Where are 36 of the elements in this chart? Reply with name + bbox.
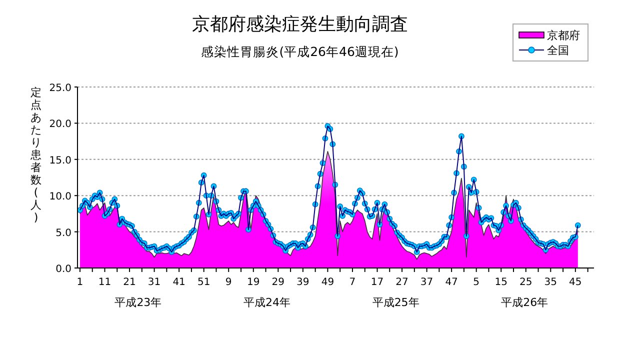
x-tick-label: 39 xyxy=(296,277,310,288)
text: 平成26年 xyxy=(501,296,548,309)
x-tick-label: 5 xyxy=(473,277,480,288)
x-tick-label: 21 xyxy=(123,277,136,288)
x-tick-label: 7 xyxy=(349,277,356,288)
legend-label: 京都府 xyxy=(547,29,580,42)
text: 平成24年 xyxy=(244,296,291,309)
x-tick-label: 41 xyxy=(172,277,186,288)
y-tick-label: 0.0 xyxy=(56,264,72,275)
text: 平成25年 xyxy=(372,296,420,309)
x-tick-label: 9 xyxy=(225,277,232,288)
x-tick-label: 29 xyxy=(272,277,285,288)
legend-label: 全国 xyxy=(547,44,569,57)
x-tick-label: 47 xyxy=(445,277,458,288)
x-tick-label: 17 xyxy=(370,277,384,288)
chart-title: 京都府感染症発生動向調査 xyxy=(192,14,408,35)
y-tick-label: 5.0 xyxy=(56,228,72,239)
y-tick-label: 20.0 xyxy=(49,119,72,130)
chart-subtitle: 感染性胃腸炎(平成26年46週現在) xyxy=(201,44,399,59)
x-tick-label: 45 xyxy=(569,277,582,288)
x-tick-label: 15 xyxy=(494,277,508,288)
x-tick-label: 27 xyxy=(396,277,408,288)
y-tick-label: 25.0 xyxy=(49,83,72,94)
y-tick-label: 10.0 xyxy=(49,192,72,203)
text: 平成23年 xyxy=(114,296,162,309)
x-tick-label: 11 xyxy=(98,277,112,288)
y-tick-label: 15.0 xyxy=(49,155,72,166)
x-tick-label: 1 xyxy=(76,277,84,288)
text: 定点あたり患者数(人) xyxy=(30,86,42,224)
x-tick-label: 35 xyxy=(544,277,558,288)
x-tick-label: 37 xyxy=(420,277,434,288)
x-tick-label: 19 xyxy=(247,277,260,288)
x-tick-label: 25 xyxy=(520,277,532,288)
x-tick-label: 51 xyxy=(197,277,210,288)
x-tick-label: 49 xyxy=(321,277,334,288)
x-tick-label: 31 xyxy=(148,277,161,288)
